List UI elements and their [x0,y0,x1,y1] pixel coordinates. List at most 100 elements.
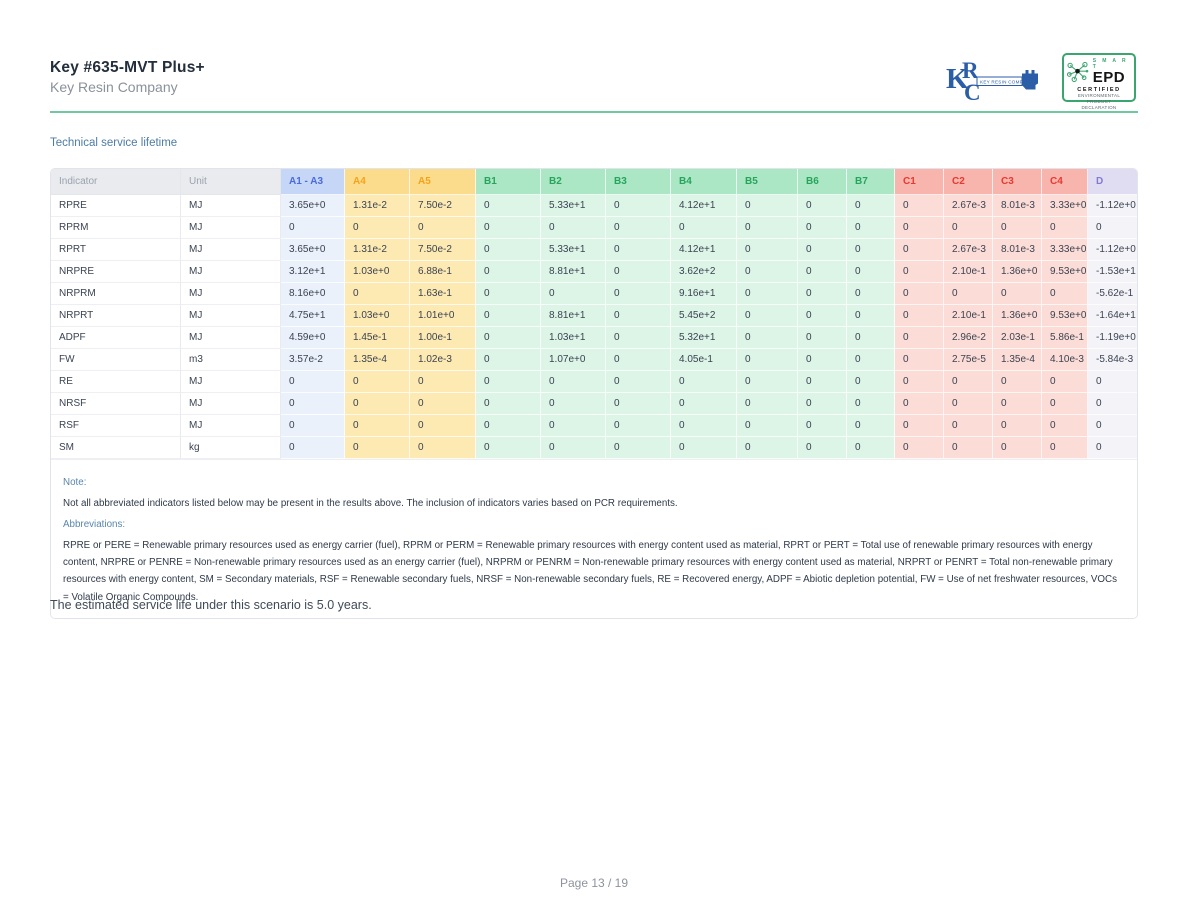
value-cell-b6: 0 [798,195,847,217]
results-table-container: Indicator Unit A1 - A3 A4 A5 B1 B2 B3 B4 B5 B6 B7 C1… [50,168,1138,619]
unit-cell: MJ [181,327,281,349]
table-row-nrpre: NRPRE MJ 3.12e+1 1.03e+0 6.88e-1 0 8.81e+1 0 3.6… [51,261,1137,283]
value-cell-a4: 1.03e+0 [345,305,410,327]
table-row-nrprt: NRPRT MJ 4.75e+1 1.03e+0 1.01e+0 0 8.81e+1 0 5.4… [51,305,1137,327]
value-cell-a1-a3: 3.57e-2 [281,349,345,371]
value-cell-b3: 0 [606,393,671,415]
column-header-b6: B6 [798,169,847,195]
value-cell-c3: 1.36e+0 [993,305,1042,327]
value-cell-a5: 7.50e-2 [410,195,476,217]
indicator-cell: RSF [51,415,181,437]
value-cell-a5: 1.00e-1 [410,327,476,349]
value-cell-a4: 1.31e-2 [345,195,410,217]
value-cell-c3: 8.01e-3 [993,195,1042,217]
abbreviations-text: RPRE or PERE = Renewable primary resourc… [63,540,1118,603]
epd-molecule-icon [1066,61,1089,82]
value-cell-c3: 1.36e+0 [993,261,1042,283]
value-cell-b7: 0 [847,195,895,217]
value-cell-b3: 0 [606,239,671,261]
value-cell-a4: 0 [345,371,410,393]
value-cell-b6: 0 [798,239,847,261]
note-text: Not all abbreviated indicators listed be… [63,498,678,509]
value-cell-b1: 0 [476,415,541,437]
value-cell-b6: 0 [798,283,847,305]
value-cell-c2: 0 [944,217,993,239]
value-cell-c1: 0 [895,393,944,415]
value-cell-c1: 0 [895,283,944,305]
unit-cell: MJ [181,371,281,393]
value-cell-c2: 0 [944,371,993,393]
epd-subtext-line2: DECLARATION [1081,104,1117,110]
value-cell-b3: 0 [606,371,671,393]
value-cell-a5: 1.02e-3 [410,349,476,371]
value-cell-b4: 0 [671,393,737,415]
table-row-rprt: RPRT MJ 3.65e+0 1.31e-2 7.50e-2 0 5.33e+1 0 4.12… [51,239,1137,261]
value-cell-b3: 0 [606,305,671,327]
value-cell-a5: 0 [410,393,476,415]
value-cell-b5: 0 [737,217,798,239]
value-cell-a4: 1.31e-2 [345,239,410,261]
unit-cell: MJ [181,415,281,437]
column-header-d: D [1088,169,1137,195]
value-cell-a1-a3: 8.16e+0 [281,283,345,305]
value-cell-d: -1.19e+0 [1088,327,1137,349]
value-cell-b5: 0 [737,305,798,327]
value-cell-b1: 0 [476,283,541,305]
value-cell-b3: 0 [606,415,671,437]
column-header-unit: Unit [181,169,281,195]
table-row-nrprm: NRPRM MJ 8.16e+0 0 1.63e-1 0 0 0 9.16e+1 0 0 0 0 0 0 0-… [51,283,1137,305]
value-cell-b7: 0 [847,437,895,459]
value-cell-a1-a3: 0 [281,217,345,239]
column-header-b1: B1 [476,169,541,195]
value-cell-c2: 0 [944,415,993,437]
value-cell-a4: 0 [345,393,410,415]
service-life-text: The estimated service life under this sc… [50,598,372,612]
value-cell-a1-a3: 3.12e+1 [281,261,345,283]
value-cell-c2: 2.75e-5 [944,349,993,371]
value-cell-a5: 0 [410,437,476,459]
value-cell-b4: 0 [671,415,737,437]
column-header-a1-a3: A1 - A3 [281,169,345,195]
epd-word: EPD [1092,69,1126,86]
value-cell-b4: 4.12e+1 [671,195,737,217]
value-cell-d: 0 [1088,415,1137,437]
krc-key-bow [1022,70,1038,90]
value-cell-b7: 0 [847,217,895,239]
value-cell-c1: 0 [895,195,944,217]
value-cell-b7: 0 [847,371,895,393]
value-cell-c3: 0 [993,217,1042,239]
value-cell-b6: 0 [798,261,847,283]
column-header-a4: A4 [345,169,410,195]
value-cell-c4: 9.53e+0 [1042,261,1088,283]
column-header-c4: C4 [1042,169,1088,195]
value-cell-c4: 0 [1042,371,1088,393]
value-cell-b5: 0 [737,195,798,217]
value-cell-d: -5.84e-3 [1088,349,1137,371]
value-cell-c1: 0 [895,239,944,261]
value-cell-b1: 0 [476,217,541,239]
value-cell-a5: 7.50e-2 [410,239,476,261]
value-cell-c4: 0 [1042,393,1088,415]
epd-subtext-line1: ENVIRONMENTAL PRODUCT [1077,92,1121,104]
value-cell-b7: 0 [847,349,895,371]
column-header-a5: A5 [410,169,476,195]
value-cell-b3: 0 [606,349,671,371]
table-row-re: RE MJ 0 0 0 0 0 0 0 0 0 0 0 0 0 0 0 [51,371,1137,393]
value-cell-a1-a3: 0 [281,371,345,393]
value-cell-b4: 0 [671,437,737,459]
page-title: Key #635-MVT Plus+ [50,59,205,76]
krc-banner-text: KEY RESIN COMPANY [980,79,1033,84]
value-cell-a1-a3: 0 [281,415,345,437]
value-cell-b6: 0 [798,327,847,349]
value-cell-c4: 0 [1042,437,1088,459]
value-cell-d: 0 [1088,217,1137,239]
company-name: Key Resin Company [50,79,178,95]
value-cell-c4: 0 [1042,415,1088,437]
value-cell-c2: 0 [944,393,993,415]
value-cell-b1: 0 [476,195,541,217]
value-cell-c4: 3.33e+0 [1042,239,1088,261]
value-cell-b5: 0 [737,371,798,393]
value-cell-d: -1.64e+1 [1088,305,1137,327]
value-cell-b3: 0 [606,195,671,217]
unit-cell: MJ [181,283,281,305]
